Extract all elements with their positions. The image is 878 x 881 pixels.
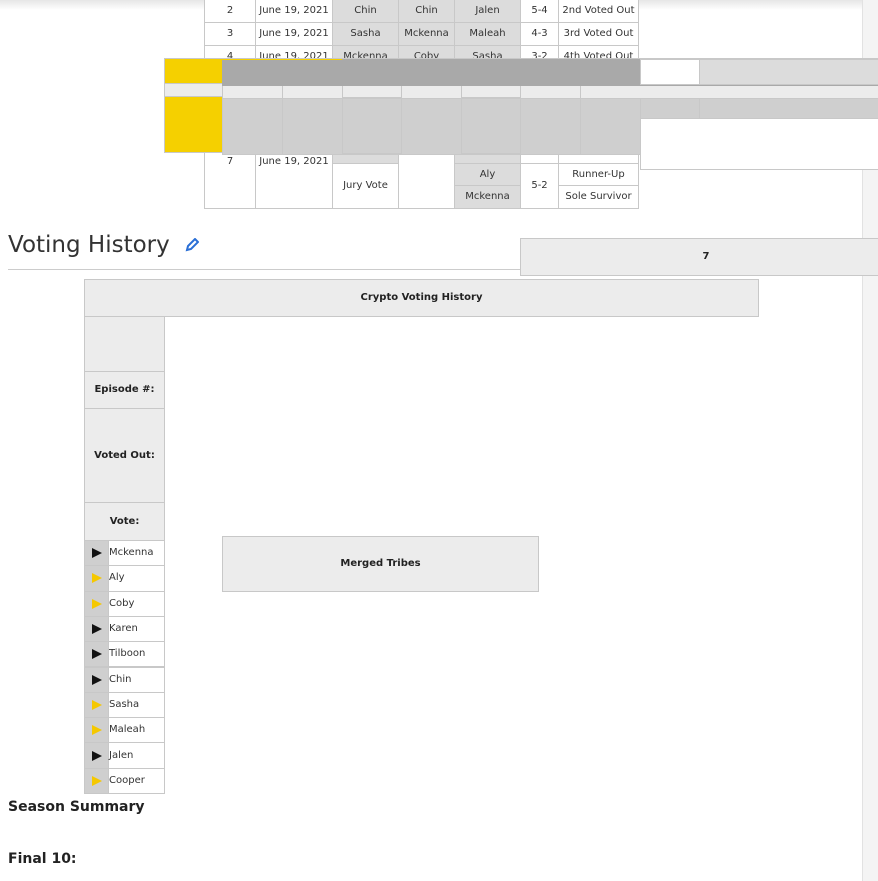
cell: Mckenna <box>454 185 521 209</box>
tribe-arrow <box>84 742 109 769</box>
arrow <box>91 699 102 710</box>
player-name: Tilboon <box>108 641 165 668</box>
player-name: Jalen <box>108 742 165 769</box>
episode-cell: Maleah <box>454 22 521 46</box>
heading-rule <box>8 269 836 270</box>
tribe-arrow <box>84 590 109 617</box>
player-name: Aly <box>108 565 165 592</box>
cell: 5-2 <box>520 163 559 209</box>
table-title: Crypto Voting History <box>84 279 759 317</box>
arrow <box>91 598 102 609</box>
arrow <box>91 624 102 635</box>
tribe-arrow <box>84 666 109 693</box>
scrollbar[interactable] <box>862 0 878 881</box>
jury-vote-cell: Mckenna <box>699 59 878 86</box>
arrow <box>91 775 102 786</box>
tribe-arrow <box>84 565 109 592</box>
episode-cell: June 19, 2021 <box>255 22 333 46</box>
arrow <box>91 573 102 584</box>
arrow <box>91 750 102 761</box>
cell: Aly <box>454 163 521 186</box>
tribe-arrow <box>84 717 109 744</box>
heading-text: Voting History <box>8 232 170 258</box>
tribe-arrow <box>84 641 109 668</box>
cell: Runner-Up <box>558 163 639 186</box>
episode-cell: 3 <box>204 22 256 46</box>
row-label: Vote: <box>84 502 165 541</box>
episode-cell: Mckenna <box>398 22 455 46</box>
edit-icon[interactable] <box>185 237 200 252</box>
player-name: Maleah <box>108 717 165 744</box>
episode-cell: 3rd Voted Out <box>558 22 639 46</box>
episode-cell: Sasha <box>332 22 399 46</box>
tribe-arrow <box>84 691 109 719</box>
episode-cell: June 19, 2021 <box>255 0 333 23</box>
cell: Sole Survivor <box>558 185 639 209</box>
tribe-arrow <box>84 767 109 794</box>
episode-cell: 2 <box>204 0 256 23</box>
tribe-header: Merged Tribes <box>222 536 539 592</box>
player-name: Karen <box>108 615 165 643</box>
player-name: Sasha <box>108 691 165 719</box>
row-label: Voted Out: <box>84 408 165 503</box>
tribe-arrow <box>84 540 109 567</box>
section-heading: Voting History <box>8 232 200 258</box>
row-label: Episode #: <box>84 371 165 409</box>
final-10: Final 10: <box>8 851 77 867</box>
arrow <box>91 649 102 660</box>
cell: Jury Vote <box>332 163 399 209</box>
empty-header <box>84 316 165 372</box>
episode-cell: 4-3 <box>520 22 559 46</box>
season-summary: Season Summary <box>8 799 145 815</box>
episode-cell: Jalen <box>454 0 521 23</box>
episode-cell: 2nd Voted Out <box>558 0 639 23</box>
arrow <box>91 548 102 559</box>
episode-number: 7 <box>520 238 878 276</box>
episode-cell: 5-4 <box>520 0 559 23</box>
tribe-arrow <box>84 615 109 643</box>
player-name: Coby <box>108 590 165 617</box>
player-name: Mckenna <box>108 540 165 567</box>
episode-cell: Chin <box>398 0 455 23</box>
player-name: Chin <box>108 666 165 693</box>
arrow <box>91 674 102 685</box>
player-name: Cooper <box>108 767 165 794</box>
jury-vote-header: Jury Vote <box>640 118 878 170</box>
episode-cell: Chin <box>332 0 399 23</box>
arrow <box>91 725 102 736</box>
